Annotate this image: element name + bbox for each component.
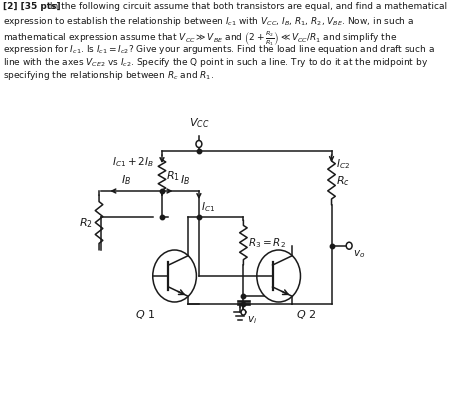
Text: [2] [35 pts]: [2] [35 pts] [3, 2, 61, 11]
Text: $R_3 = R_2$: $R_3 = R_2$ [247, 236, 285, 250]
Text: specifying the relationship between $R_c$ and $R_1$.: specifying the relationship between $R_c… [3, 70, 214, 82]
Text: $I_B$: $I_B$ [180, 173, 190, 187]
Circle shape [257, 250, 301, 302]
Text: $R_1$: $R_1$ [166, 169, 180, 182]
Text: $I_{C2}$: $I_{C2}$ [336, 157, 350, 171]
Text: line with the axes $V_{CE2}$ vs $I_{c2}$. Specify the Q point in such a line. Tr: line with the axes $V_{CE2}$ vs $I_{c2}$… [3, 56, 428, 69]
Text: $I_B$: $I_B$ [121, 173, 131, 187]
Text: $R_2$: $R_2$ [79, 216, 92, 230]
Text: expression to establish the relationship between $I_{c1}$ with $V_{CC}$, $I_B$, : expression to establish the relationship… [3, 16, 415, 29]
Circle shape [196, 141, 202, 148]
Text: $I_{C1} + 2I_B$: $I_{C1} + 2I_B$ [111, 155, 154, 169]
Circle shape [346, 243, 352, 249]
Circle shape [241, 310, 246, 315]
Circle shape [153, 250, 196, 302]
Text: $Q\ 1$: $Q\ 1$ [135, 307, 155, 320]
Text: $V_{CC}$: $V_{CC}$ [189, 116, 209, 130]
Text: $v_o$: $v_o$ [353, 247, 365, 259]
Text: expression for $I_{c1}$. Is $I_{c1} = I_{c2}$? Give your arguments. Find the loa: expression for $I_{c1}$. Is $I_{c1} = I_… [3, 43, 435, 55]
Text: $Q\ 2$: $Q\ 2$ [296, 307, 317, 320]
Text: $v_i$: $v_i$ [247, 314, 257, 326]
Text: $R_c$: $R_c$ [336, 174, 350, 187]
Text: mathematical expression assume that $V_{CC} \gg V_{BE}$ and $\left(2+\frac{R_2}{: mathematical expression assume that $V_{… [3, 29, 398, 47]
Text: $I_{C1}$: $I_{C1}$ [201, 200, 216, 213]
Text: In the following circuit assume that both transistors are equal, and find a math: In the following circuit assume that bot… [47, 2, 447, 11]
